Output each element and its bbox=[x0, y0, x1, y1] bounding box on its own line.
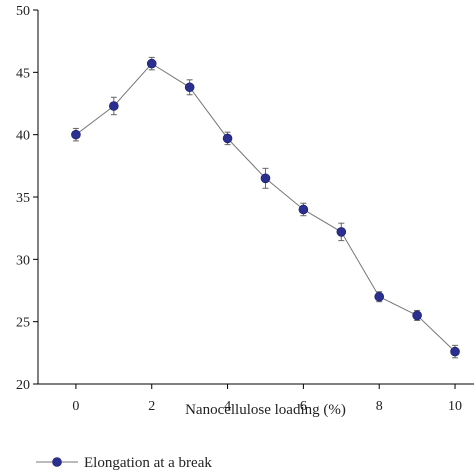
y-tick-label: 40 bbox=[16, 129, 30, 144]
x-tick-label: 2 bbox=[148, 399, 155, 414]
x-tick-label: 6 bbox=[300, 399, 307, 414]
legend: Elongation at a break bbox=[36, 455, 212, 471]
series-layer bbox=[71, 56, 460, 359]
x-tick-label: 0 bbox=[72, 399, 79, 414]
data-point bbox=[336, 227, 347, 237]
legend-marker bbox=[52, 457, 62, 467]
y-tick-label: 30 bbox=[16, 253, 30, 268]
data-point bbox=[71, 129, 81, 140]
data-point bbox=[146, 58, 157, 69]
x-tick-label: 10 bbox=[448, 399, 462, 414]
data-point bbox=[374, 291, 385, 302]
x-tick-label: 8 bbox=[376, 399, 383, 414]
data-point bbox=[222, 133, 233, 144]
y-tick-label: 35 bbox=[16, 191, 30, 206]
x-axis-title: Nanocellulose loading (%) bbox=[185, 402, 346, 418]
chart-axes: 20 25 30 35 40 45 50 0 2 4 6 8 10 bbox=[16, 4, 474, 414]
y-tick-label: 25 bbox=[16, 316, 30, 331]
data-point bbox=[184, 82, 195, 93]
data-point bbox=[260, 173, 271, 184]
data-point bbox=[450, 346, 460, 357]
series-line bbox=[75, 62, 456, 352]
data-point bbox=[298, 204, 309, 215]
data-point bbox=[109, 101, 119, 111]
x-axis-ticks: 0 2 4 6 8 10 bbox=[72, 384, 462, 414]
y-tick-label: 45 bbox=[16, 66, 30, 81]
data-point bbox=[412, 310, 422, 321]
x-tick-label: 4 bbox=[224, 399, 231, 414]
y-tick-label: 20 bbox=[16, 378, 30, 393]
y-tick-label: 50 bbox=[16, 4, 30, 19]
y-axis-ticks: 20 25 30 35 40 45 50 bbox=[16, 4, 38, 393]
legend-label: Elongation at a break bbox=[84, 455, 212, 471]
